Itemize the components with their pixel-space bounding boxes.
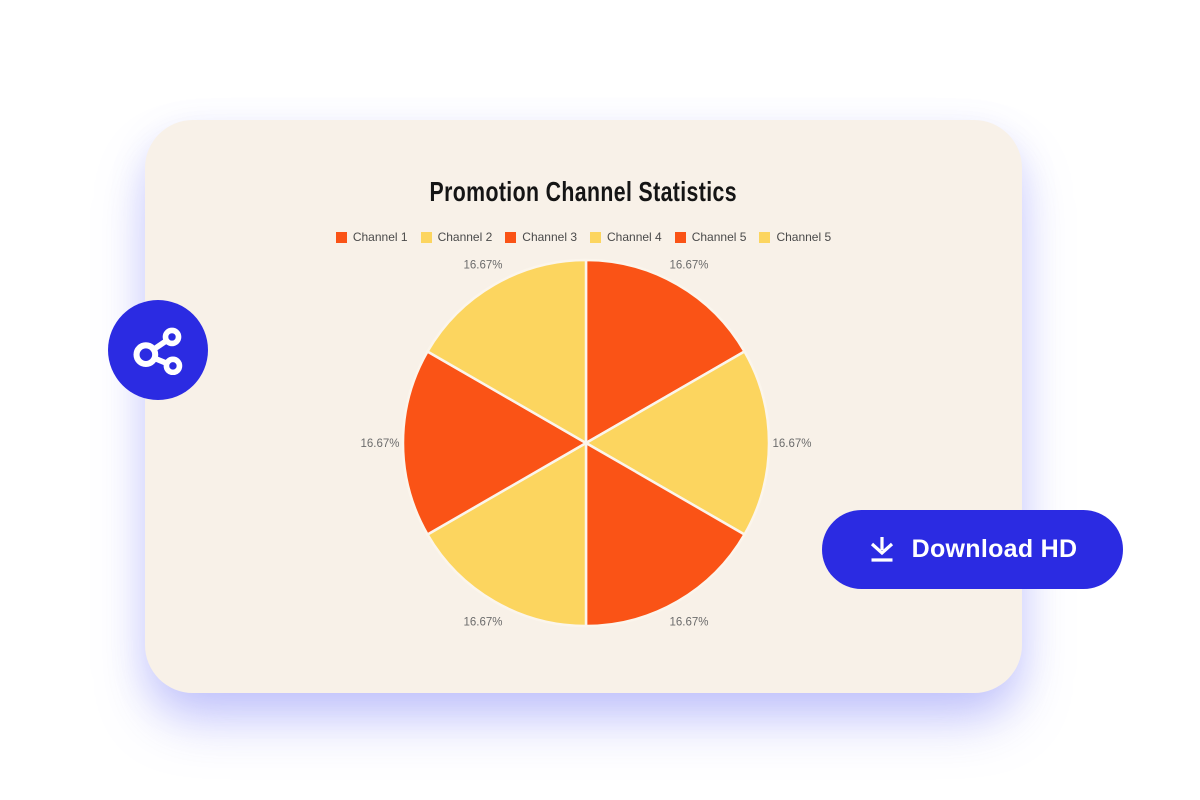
pie-slice	[584, 440, 747, 628]
chart-legend: Channel 1 Channel 2 Channel 3 Channel 4 …	[145, 230, 1022, 244]
pie-slice	[401, 349, 589, 537]
legend-swatch	[674, 231, 686, 243]
share-button[interactable]	[108, 300, 208, 400]
download-button-label: Download HD	[911, 535, 1078, 563]
pie-slice-label: 16.67%	[772, 438, 811, 450]
legend-item: Channel 2	[420, 230, 493, 244]
legend-swatch	[759, 231, 771, 243]
pie-slice-label: 16.67%	[669, 616, 708, 628]
chart-title: Promotion Channel Statistics	[145, 176, 1022, 208]
chart-preview-card: Promotion Channel Statistics Channel 1 C…	[145, 120, 1022, 693]
pie-slice	[584, 258, 747, 446]
legend-swatch	[590, 231, 601, 243]
legend-swatch	[420, 231, 432, 243]
pie-slice	[583, 349, 771, 537]
pie-slice-label: 16.67%	[669, 260, 708, 272]
legend-item-label: Channel 2	[437, 230, 493, 244]
download-hd-button[interactable]: Download HD	[822, 510, 1123, 589]
share-nodes-icon	[133, 327, 183, 375]
legend-item-label: Channel 5	[691, 230, 747, 244]
legend-item-label: Channel 4	[607, 230, 662, 244]
legend-swatch	[335, 231, 347, 243]
download-icon	[870, 536, 893, 562]
pie-slice	[425, 258, 588, 446]
legend-item: Channel 5	[674, 230, 747, 244]
legend-item-label: Channel 3	[522, 230, 577, 244]
pie-slice	[425, 440, 588, 628]
chart-title-text: Promotion Channel Statistics	[429, 176, 738, 207]
legend-item: Channel 4	[590, 230, 662, 244]
legend-item: Channel 5	[759, 230, 831, 244]
legend-item-label: Channel 5	[776, 230, 832, 244]
pie-slice-label: 16.67%	[463, 260, 502, 272]
pie-chart: 16.67% 16.67% 16.67% 16.67% 16.67% 16.67%	[360, 258, 812, 628]
pie-slice-label: 16.67%	[463, 616, 502, 628]
legend-item: Channel 1	[335, 230, 408, 244]
legend-item-label: Channel 1	[352, 230, 408, 244]
legend-item: Channel 3	[505, 230, 577, 244]
legend-swatch	[505, 231, 517, 243]
pie-slice-label: 16.67%	[360, 438, 399, 450]
